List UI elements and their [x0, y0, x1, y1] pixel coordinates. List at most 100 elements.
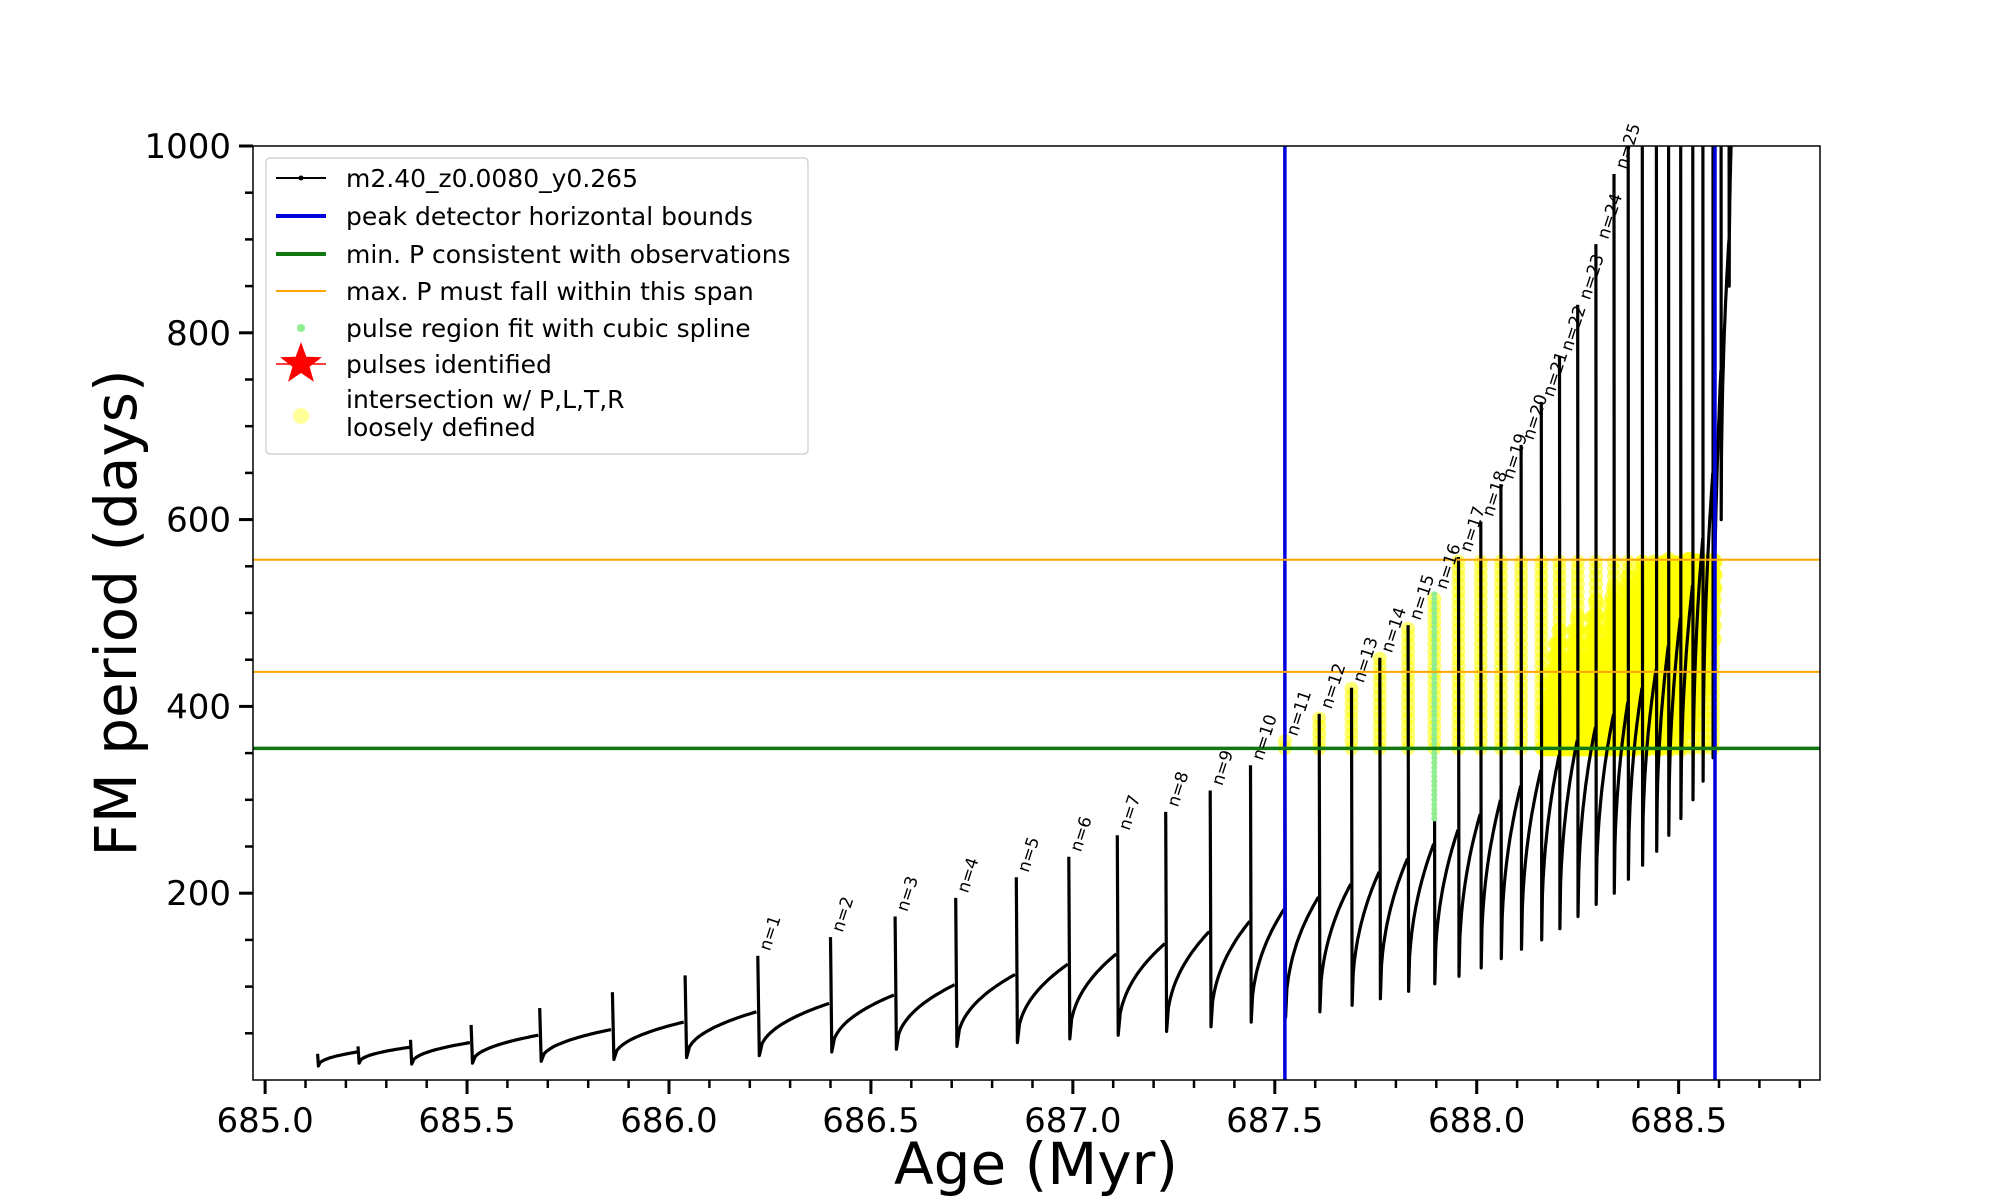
x-tick-label: 686.5: [822, 1101, 919, 1141]
x-tick-label: 685.0: [216, 1101, 313, 1141]
spline-point: [1431, 661, 1438, 668]
legend-label: max. P must fall within this span: [346, 277, 754, 306]
track-cycle: [1539, 401, 1561, 942]
legend-star: [280, 342, 322, 382]
legend-label: peak detector horizontal bounds: [346, 202, 753, 231]
legend-item: pulse region fit with cubic spline: [297, 314, 751, 343]
track-cycle: [1640, 146, 1658, 867]
legend-label: intersection w/ P,L,T,R: [346, 385, 625, 414]
track-cycle: [469, 1024, 539, 1065]
x-tick-label: 685.5: [418, 1101, 515, 1141]
track-cycle: [1014, 877, 1069, 1045]
spline-point: [1431, 605, 1438, 612]
track-cycle: [1432, 594, 1460, 986]
track-cycle: [1727, 146, 1733, 288]
spline-point: [1431, 708, 1438, 715]
y-axis-title: FM period (days): [82, 369, 150, 856]
track-cycle: [683, 975, 757, 1060]
track-cycle: [1594, 244, 1616, 906]
spline-point: [1431, 736, 1438, 743]
spline-point: [1431, 801, 1438, 808]
track-cycle: [1456, 556, 1482, 978]
y-tick-label: 400: [166, 687, 231, 727]
track-cycle: [1115, 835, 1166, 1037]
spline-point: [1431, 806, 1438, 813]
spline-point: [1431, 689, 1438, 696]
spline-point: [1431, 759, 1438, 766]
track-cycle: [1067, 856, 1118, 1041]
y-tick-label: 200: [166, 874, 231, 914]
x-tick-label: 687.5: [1226, 1101, 1323, 1141]
x-tick-label: 686.0: [620, 1101, 717, 1141]
spline-point: [1431, 722, 1438, 729]
x-tick-label: 688.0: [1428, 1101, 1525, 1141]
track-cycle: [538, 1008, 612, 1063]
data-layer: [316, 146, 1733, 1068]
spline-point: [1431, 652, 1438, 658]
spline-point: [1431, 647, 1438, 654]
legend-item: pulses identified: [276, 342, 552, 382]
legend-dot: [293, 408, 309, 424]
legend-frame: [265, 157, 809, 455]
spline-point: [1431, 750, 1438, 757]
reference-lines: [253, 146, 1820, 1080]
spline-point: [1431, 628, 1438, 635]
track-cycle: [1679, 146, 1695, 821]
track-cycle: [954, 897, 1016, 1048]
spline-point: [1431, 698, 1438, 705]
x-tick-label: 688.5: [1630, 1101, 1727, 1141]
axes: 685.0 685.5 686.0 686.5 687.0 687.5 688.0 688.5…: [144, 127, 1802, 1141]
legend-marker: [298, 175, 304, 181]
spline-point: [1431, 684, 1438, 691]
spline-point: [1431, 591, 1438, 598]
legend-label: m2.40_z0.0080_y0.265: [346, 164, 638, 193]
spline-point: [1431, 624, 1438, 630]
track-cycle: [1557, 356, 1579, 931]
spline-point: [1431, 726, 1438, 733]
spline-point: [1431, 764, 1438, 771]
track-cycle: [1164, 811, 1211, 1033]
spline-point: [1431, 773, 1438, 780]
track-cycle: [1626, 146, 1644, 881]
track-cycle: [316, 1050, 358, 1068]
legend-dot: [297, 324, 305, 332]
track-cycle: [1283, 740, 1320, 1019]
spline-point: [1431, 638, 1438, 644]
spline-point: [1431, 731, 1438, 738]
spline-point: [1431, 642, 1438, 649]
track-cycle: [828, 937, 895, 1054]
spline-point: [1431, 778, 1438, 785]
track-cycle: [1499, 484, 1523, 961]
spline-point: [1431, 754, 1438, 761]
spline-point: [1431, 815, 1438, 822]
spline-point: [1431, 782, 1438, 789]
spline-point: [1431, 610, 1438, 616]
legend-label: min. P consistent with observations: [346, 240, 791, 269]
track-cycle: [1612, 173, 1630, 895]
track-cycle: [610, 992, 685, 1062]
track-cycle: [756, 955, 830, 1058]
spline-point: [1431, 768, 1438, 775]
track-cycle: [1208, 790, 1251, 1029]
spline-point: [1431, 675, 1438, 682]
legend-label: pulses identified: [346, 350, 552, 379]
spline-point: [1431, 656, 1438, 663]
track-cycle: [1317, 713, 1353, 1014]
legend-item: max. P must fall within this span: [276, 277, 754, 306]
spline-point: [1431, 810, 1438, 817]
spline-point: [1431, 614, 1438, 621]
spline-point: [1431, 680, 1438, 686]
spline-point: [1431, 717, 1438, 724]
track-cycle: [1349, 687, 1381, 1007]
track-cycle: [1248, 765, 1286, 1024]
track-cycle: [408, 1039, 471, 1066]
spline-point: [1431, 796, 1438, 803]
legend-item: peak detector horizontal bounds: [276, 202, 753, 231]
spline-point: [1431, 600, 1438, 607]
x-axis-title: Age (Myr): [894, 1130, 1178, 1198]
spline-point: [1431, 712, 1438, 719]
spline-point: [1431, 787, 1438, 794]
legend-item: min. P consistent with observations: [276, 240, 791, 269]
